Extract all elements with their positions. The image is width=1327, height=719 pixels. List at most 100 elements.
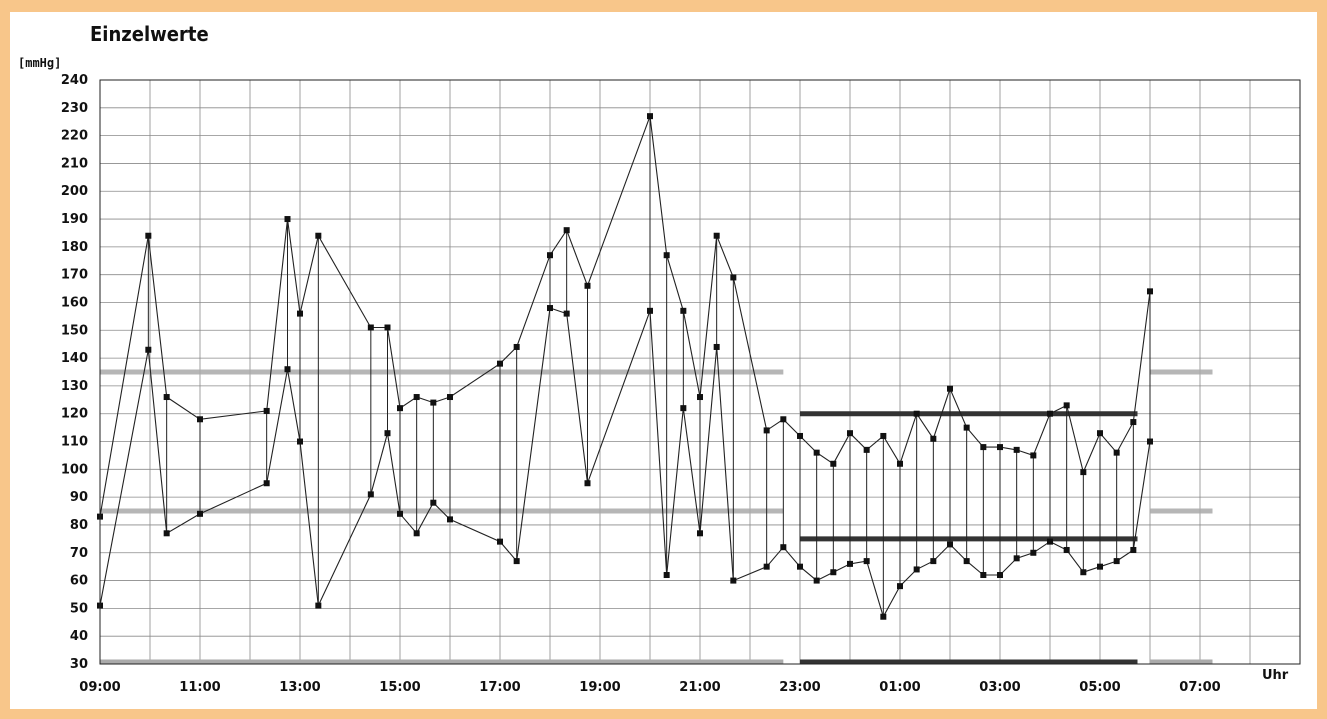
diastolic-point (513, 558, 520, 565)
x-tick-label: 05:00 (1079, 680, 1120, 695)
systolic-line (99, 116, 1151, 517)
diastolic-point (863, 558, 870, 565)
systolic-point (763, 427, 770, 434)
y-tick-label: 100 (61, 462, 88, 477)
x-tick-label: 11:00 (179, 680, 220, 695)
diastolic-point (397, 510, 403, 517)
systolic-point (830, 460, 837, 467)
systolic-point (680, 307, 687, 314)
systolic-point (697, 394, 703, 401)
diastolic-point (1080, 569, 1087, 576)
x-tick-label: 07:00 (1179, 680, 1220, 695)
diastolic-point (197, 510, 203, 517)
x-tick-label: 15:00 (379, 680, 420, 695)
y-tick-label: 90 (70, 490, 88, 505)
systolic-point (563, 227, 570, 234)
y-tick-label: 150 (61, 323, 88, 338)
systolic-point (1080, 469, 1087, 476)
diastolic-point (780, 544, 787, 551)
chart-title: Einzelwerte (90, 22, 209, 46)
systolic-point (847, 430, 853, 437)
systolic-point (1063, 402, 1070, 409)
diastolic-point (947, 541, 953, 548)
diastolic-point (563, 310, 570, 317)
systolic-point (980, 444, 987, 451)
y-tick-label: 50 (70, 601, 88, 616)
systolic-point (997, 444, 1003, 451)
systolic-point (1030, 452, 1037, 459)
diastolic-point (697, 530, 703, 537)
diastolic-point (547, 305, 553, 312)
diastolic-point (913, 566, 920, 573)
systolic-point (145, 232, 152, 239)
systolic-point (713, 232, 720, 239)
y-tick-label: 40 (70, 629, 88, 644)
diastolic-point (730, 577, 737, 584)
systolic-point (963, 424, 970, 431)
diastolic-point (1147, 438, 1153, 445)
x-tick-label: 23:00 (779, 680, 820, 695)
y-tick-label: 160 (61, 295, 88, 310)
diastolic-point (897, 583, 903, 590)
diastolic-point (797, 563, 803, 570)
diastolic-point (997, 572, 1003, 579)
systolic-point (1113, 449, 1120, 456)
x-tick-label: 17:00 (479, 680, 520, 695)
y-tick-label: 130 (61, 379, 88, 394)
chart-frame (10, 12, 1317, 709)
diastolic-point (1047, 538, 1053, 545)
diastolic-point (315, 602, 322, 609)
systolic-point (863, 446, 870, 453)
diastolic-point (830, 569, 837, 576)
systolic-point (780, 416, 787, 423)
y-tick-label: 140 (61, 351, 88, 366)
systolic-point (1130, 419, 1137, 426)
x-tick-label: 21:00 (679, 680, 720, 695)
reference-lines (100, 369, 1213, 665)
diastolic-point (963, 558, 970, 565)
y-tick-label: 240 (61, 73, 88, 88)
systolic-point (430, 399, 437, 406)
systolic-point (547, 252, 553, 259)
diastolic-point (1030, 549, 1037, 556)
systolic-point (913, 410, 920, 417)
diastolic-point (284, 366, 291, 373)
y-tick-label: 110 (61, 435, 88, 450)
systolic-point (497, 360, 503, 367)
y-tick-label: 30 (70, 657, 88, 672)
y-axis-unit-label: [mmHg] (18, 56, 62, 70)
diastolic-point (1097, 563, 1103, 570)
y-tick-label: 190 (61, 212, 88, 227)
diastolic-point (763, 563, 770, 570)
systolic-point (663, 252, 670, 259)
systolic-point (730, 274, 737, 281)
x-tick-label: 13:00 (279, 680, 320, 695)
systolic-point (447, 394, 453, 401)
systolic-point (1013, 446, 1020, 453)
systolic-point (880, 432, 887, 439)
x-tick-label: 19:00 (579, 680, 620, 695)
systolic-point (413, 394, 420, 401)
systolic-point (263, 407, 270, 414)
systolic-point (513, 343, 520, 350)
diastolic-point (680, 405, 687, 412)
y-tick-label: 170 (61, 268, 88, 283)
diastolic-point (430, 499, 437, 506)
systolic-point (813, 449, 820, 456)
y-tick-label: 70 (70, 546, 88, 561)
diastolic-point (647, 307, 653, 314)
diastolic-point (297, 438, 303, 445)
diastolic-point (384, 430, 391, 437)
systolic-point (1047, 410, 1053, 417)
systolic-point (930, 435, 937, 442)
diastolic-point (813, 577, 820, 584)
diastolic-point (447, 516, 453, 523)
y-tick-label: 210 (61, 156, 88, 171)
diastolic-point (584, 480, 591, 487)
data-series (97, 113, 1153, 620)
systolic-point (947, 385, 953, 392)
diastolic-point (663, 572, 670, 579)
diastolic-point (163, 530, 170, 537)
diastolic-point (1130, 546, 1137, 553)
systolic-point (384, 324, 391, 331)
